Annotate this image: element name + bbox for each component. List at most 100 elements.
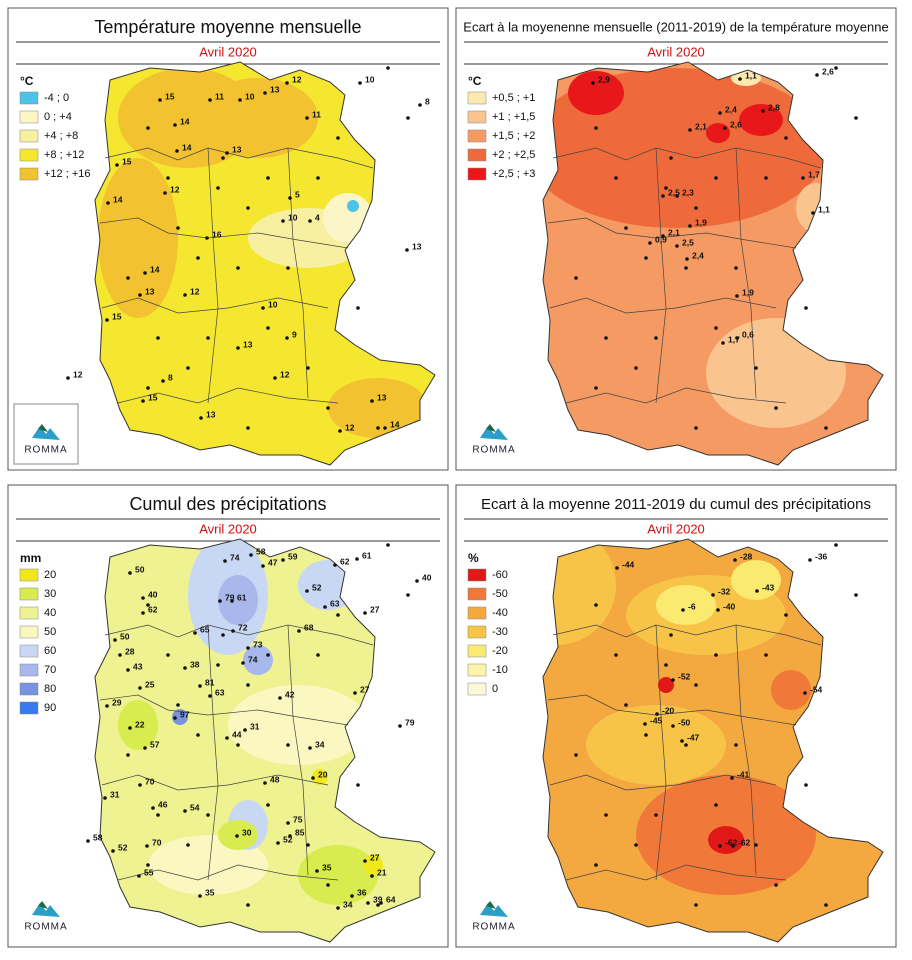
station-value: 25 <box>145 679 155 689</box>
station-dot <box>356 783 360 787</box>
station-dot <box>604 336 608 340</box>
legend-swatch <box>19 91 39 105</box>
station-dot <box>661 194 665 198</box>
station-dot <box>263 91 267 95</box>
station-dot <box>718 844 722 848</box>
station-value: 74 <box>230 552 240 562</box>
station-dot <box>694 683 698 687</box>
station-dot <box>648 241 652 245</box>
station-dot <box>286 266 290 270</box>
station-value: 27 <box>370 604 380 614</box>
station-dot <box>675 194 679 198</box>
legend-swatch <box>19 701 39 715</box>
station-dot <box>105 318 109 322</box>
station-dot <box>137 874 141 878</box>
value-zone <box>658 677 674 693</box>
station-dot <box>306 843 310 847</box>
station-value: 14 <box>180 116 190 126</box>
legend-label: -50 <box>492 588 508 600</box>
panel-title: Température moyenne mensuelle <box>94 17 361 37</box>
station-value: 38 <box>190 659 200 669</box>
station-value: 52 <box>312 582 322 592</box>
station-value: 11 <box>312 109 321 119</box>
logo-mountain <box>480 903 508 917</box>
station-dot <box>804 306 808 310</box>
station-value: 54 <box>190 802 200 812</box>
value-zone <box>543 539 616 645</box>
panel-subtitle: Avril 2020 <box>199 521 257 536</box>
station-dot <box>755 589 759 593</box>
station-dot <box>735 294 739 298</box>
station-dot <box>161 379 165 383</box>
station-dot <box>305 116 309 120</box>
station-dot <box>379 901 383 905</box>
station-value: 59 <box>288 551 298 561</box>
station-value: 58 <box>256 546 266 556</box>
value-zone <box>731 560 781 600</box>
map-panel: Ecart à la moyenne 2011-2019 du cumul de… <box>455 484 897 948</box>
station-value: 64 <box>386 894 396 904</box>
station-dot <box>126 276 130 280</box>
legend-label: 40 <box>44 607 56 619</box>
station-dot <box>811 211 815 215</box>
station-dot <box>688 128 692 132</box>
station-dot <box>235 834 239 838</box>
legend-label: -4 ; 0 <box>44 92 69 104</box>
station-value: 4 <box>315 212 320 222</box>
station-dot <box>854 593 858 597</box>
station-value: 2,5 <box>682 237 694 247</box>
station-value: 2,9 <box>598 74 610 84</box>
value-zone <box>298 845 378 905</box>
station-dot <box>834 543 838 547</box>
station-value: 12 <box>190 286 200 296</box>
station-value: -28 <box>740 551 753 561</box>
station-dot <box>615 566 619 570</box>
station-value: 97 <box>180 709 190 719</box>
station-value: 61 <box>237 592 247 602</box>
station-dot <box>834 66 838 70</box>
legend-label: +2 ; +2,5 <box>492 149 535 161</box>
station-value: 34 <box>315 739 325 749</box>
station-dot <box>604 813 608 817</box>
legend-swatch <box>19 625 39 639</box>
value-zone <box>347 200 359 212</box>
station-dot <box>350 894 354 898</box>
station-value: 1,1 <box>818 204 830 214</box>
station-value: 13 <box>243 339 253 349</box>
station-dot <box>326 406 330 410</box>
station-value: 27 <box>370 852 380 862</box>
station-dot <box>246 206 250 210</box>
station-dot <box>721 341 725 345</box>
station-dot <box>734 266 738 270</box>
station-dot <box>311 776 315 780</box>
station-dot <box>173 716 177 720</box>
station-dot <box>808 558 812 562</box>
station-dot <box>671 724 675 728</box>
station-dot <box>774 883 778 887</box>
station-dot <box>218 599 222 603</box>
station-value: 15 <box>122 156 132 166</box>
station-value: 1,7 <box>808 169 820 179</box>
station-value: -6 <box>688 601 696 611</box>
station-value: 13 <box>145 286 155 296</box>
station-dot <box>675 244 679 248</box>
station-dot <box>128 571 132 575</box>
station-value: 57 <box>150 739 160 749</box>
station-dot <box>326 883 330 887</box>
legend-swatch <box>467 663 487 677</box>
station-dot <box>824 903 828 907</box>
station-value: 12 <box>292 74 302 84</box>
station-dot <box>281 219 285 223</box>
value-zone <box>363 855 383 875</box>
map-panel: Ecart à la moyenenne mensuelle (2011-201… <box>455 7 897 471</box>
station-dot <box>281 558 285 562</box>
station-value: 9 <box>292 329 297 339</box>
station-dot <box>735 336 739 340</box>
station-dot <box>246 426 250 430</box>
station-dot <box>754 843 758 847</box>
station-dot <box>363 611 367 615</box>
legend-label: +0,5 ; +1 <box>492 92 535 104</box>
station-dot <box>356 306 360 310</box>
station-dot <box>415 579 419 583</box>
station-dot <box>801 176 805 180</box>
